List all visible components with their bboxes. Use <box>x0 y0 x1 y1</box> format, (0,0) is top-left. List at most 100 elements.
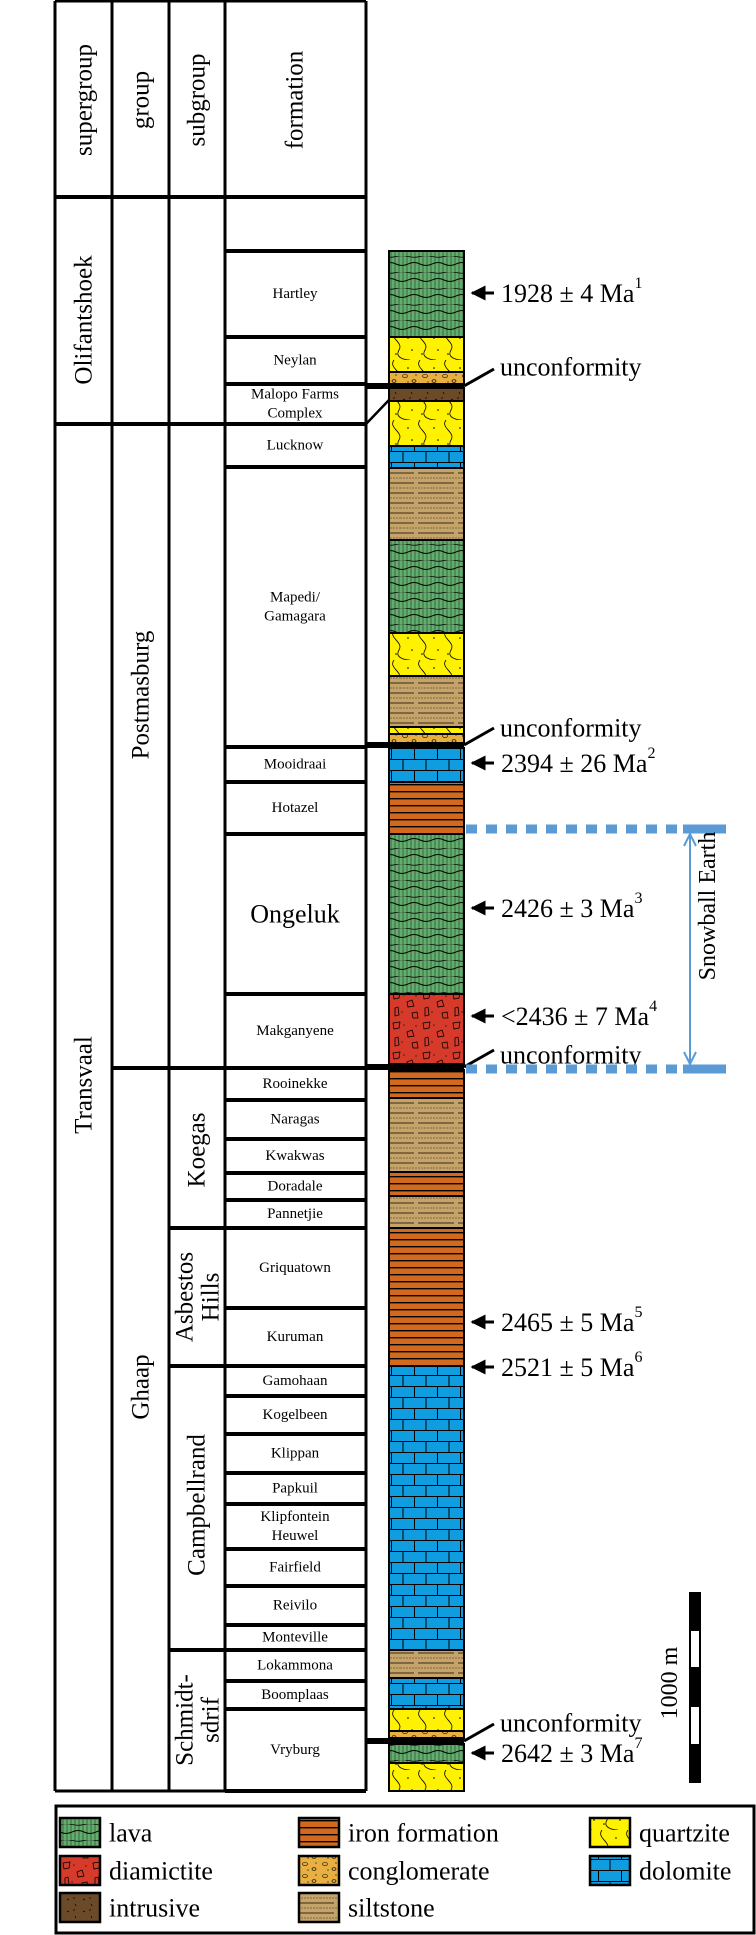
age-reference: 1 <box>634 275 642 292</box>
scale-bar-segment <box>689 1592 701 1631</box>
header-subgroup: subgroup <box>184 53 211 146</box>
lithology-layer-dolomite <box>388 1677 465 1710</box>
formation-name: Naragas <box>270 1112 319 1128</box>
age-label: 1928 ± 4 Ma1 <box>501 275 642 308</box>
unconformity-bar <box>366 1064 464 1070</box>
formation-name: Reivilo <box>273 1598 317 1614</box>
formation-name: Mooidraai <box>264 757 326 773</box>
lithology-layer-lava <box>388 539 465 634</box>
legend-box <box>54 1804 756 1935</box>
lithology-layer-siltstone <box>388 1097 465 1173</box>
lithology-column <box>365 250 465 1792</box>
formation-name: Mapedi/ <box>270 590 321 606</box>
lithology-layer-conglomerate <box>388 1730 465 1739</box>
lithology-layer-lava <box>388 833 465 995</box>
formation-name: Rooinekke <box>263 1076 328 1092</box>
formation-name: Hartley <box>273 286 318 302</box>
scale-bar-segment <box>689 1744 701 1783</box>
supergroup-transvaal: Transvaal <box>71 1036 98 1134</box>
age-label: 2521 ± 5 Ma6 <box>501 1349 642 1382</box>
leader-line <box>365 399 390 425</box>
age-reference: 4 <box>649 998 657 1015</box>
group-postmasburg: Postmasburg <box>128 630 155 759</box>
lithology-layer-dolomite <box>388 747 465 783</box>
legend-label: quartzite <box>639 1819 730 1848</box>
formation-name: Heuwel <box>272 1528 319 1544</box>
lithology-layer-lava <box>388 250 465 338</box>
lithology-layer-intrusive <box>388 387 465 402</box>
annotations: unconformityunconformityunconformityunco… <box>463 275 726 1783</box>
lithology-layer-dolomite <box>388 1365 465 1651</box>
age-reference: 3 <box>634 890 642 907</box>
scale-bar-segment <box>689 1705 701 1746</box>
header-group: group <box>128 71 155 129</box>
formation-name: Klipfontein <box>260 1509 330 1525</box>
subgroup-schmidtsdrif: Schmidt- <box>172 1674 199 1766</box>
subgroup-asbestos-hills: Asbestos <box>172 1252 199 1342</box>
legend-label: lava <box>109 1819 153 1848</box>
scale-bar-segment <box>689 1629 701 1669</box>
stratigraphy-table: supergroup group subgroup formation Olifants… <box>53 0 368 1793</box>
scale-bar-segment <box>689 1667 701 1707</box>
legend-label: conglomerate <box>348 1857 490 1886</box>
formation-name: Fairfield <box>269 1560 321 1576</box>
age-label: 2426 ± 3 Ma3 <box>501 890 642 923</box>
lithology-layer-quartzite <box>388 632 465 677</box>
unconformity-label: unconformity <box>500 714 642 743</box>
formation-name: Complex <box>268 406 323 422</box>
lithology-layer-siltstone <box>388 1195 465 1229</box>
subgroup-schmidtsdrif: sdrif <box>198 1696 225 1743</box>
age-label: <2436 ± 7 Ma4 <box>501 998 657 1031</box>
lithology-layer-siltstone <box>388 467 465 541</box>
unconformity-label: unconformity <box>500 1709 642 1738</box>
snowball-earth-label: Snowball Earth <box>695 832 721 981</box>
formation-name: Ongeluk <box>250 900 340 929</box>
unconformity-leader <box>463 726 495 747</box>
formation-name: Malopo Farms <box>251 387 339 403</box>
lithology-layer-conglomerate <box>388 371 465 385</box>
age-reference: 5 <box>634 1304 642 1321</box>
formation-name: Boomplaas <box>261 1687 329 1703</box>
formation-name: Hotazel <box>272 800 319 816</box>
formation-name: Pannetjie <box>267 1206 323 1222</box>
supergroup-olifantshoek: Olifantshoek <box>71 255 98 385</box>
formation-name: Doradale <box>268 1179 323 1195</box>
legend-swatch-dolomite <box>588 1854 632 1887</box>
formation-name: Kuruman <box>267 1329 324 1345</box>
formation-name: Lokammona <box>257 1658 333 1674</box>
age-reference: 6 <box>634 1349 642 1366</box>
scale-label: 1000 m <box>657 1646 683 1719</box>
age-reference: 7 <box>634 1735 642 1752</box>
legend-swatch-iron <box>297 1816 341 1849</box>
age-label: 2642 ± 3 Ma7 <box>501 1735 642 1768</box>
subgroup-campbellrand: Campbellrand <box>184 1434 211 1576</box>
legend-swatch-intrusive <box>58 1891 102 1924</box>
unconformity-leader <box>463 367 495 388</box>
unconformity-label: unconformity <box>500 353 642 382</box>
lithology-layer-lava <box>388 1743 465 1764</box>
lithology-layer-conglomerate <box>388 733 465 744</box>
formation-name: Monteville <box>262 1630 328 1646</box>
lithology-layer-quartzite <box>388 336 465 373</box>
formation-name: Papkuil <box>272 1481 318 1497</box>
legend-label: siltstone <box>348 1894 435 1923</box>
formation-name: Neylan <box>273 353 317 369</box>
formation-name: Kwakwas <box>265 1148 324 1164</box>
subgroup-koegas: Koegas <box>184 1113 211 1188</box>
lithology-layer-quartzite <box>388 726 465 735</box>
formation-name: Griquatown <box>259 1260 331 1276</box>
formation-name: Makganyene <box>256 1023 334 1039</box>
age-label: 2394 ± 26 Ma2 <box>501 745 655 778</box>
lithology-layer-quartzite <box>388 1708 465 1732</box>
legend-label: iron formation <box>348 1819 499 1848</box>
legend-swatch-quartzite <box>588 1816 632 1849</box>
lithology-layer-quartzite <box>388 400 465 447</box>
age-reference: 2 <box>647 745 655 762</box>
formation-name: Klippan <box>271 1446 320 1462</box>
legend-label: intrusive <box>109 1894 200 1923</box>
formation-name: Lucknow <box>267 438 324 454</box>
unconformity-leader <box>463 1722 495 1743</box>
arrow-up-icon <box>683 831 697 847</box>
